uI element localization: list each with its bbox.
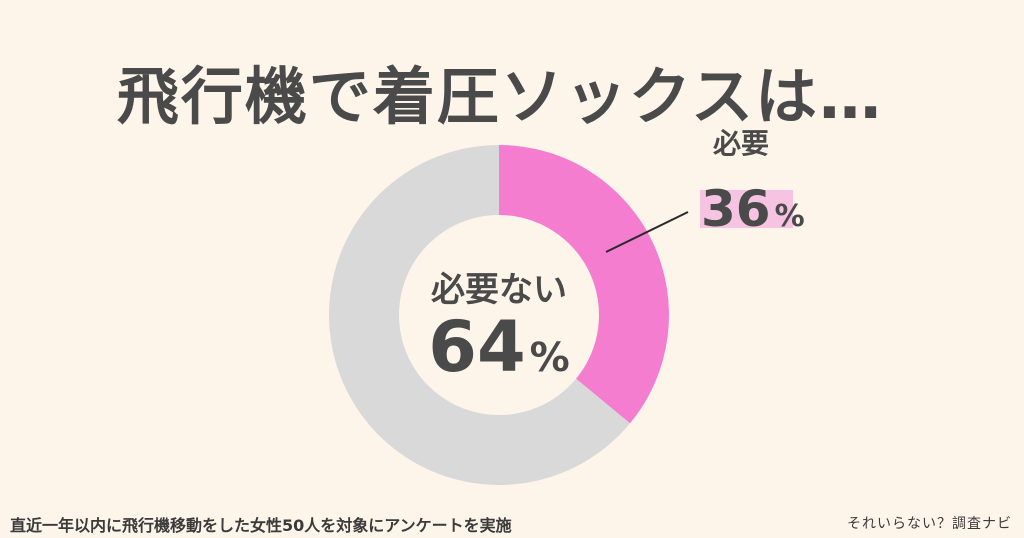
slice-label-unnecessary: 必要ない — [431, 270, 567, 310]
highlight-36 — [700, 190, 793, 228]
chart-title: 飛行機で着圧ソックスは… — [116, 60, 884, 133]
donut-slice-unnecessary — [329, 145, 630, 486]
donut-slice-necessary — [499, 145, 669, 424]
callout-line — [605, 211, 689, 253]
slice-label-necessary: 必要 — [713, 127, 769, 160]
slice-value-necessary: 36% — [701, 180, 805, 238]
donut-slices — [329, 145, 669, 486]
source-credit: それいらない？調査ナビ — [847, 516, 1012, 532]
survey-note: 直近一年以内に飛行機移動をした女性50人を対象にアンケートを実施 — [10, 516, 512, 535]
slice-value-unnecessary: 64% — [428, 306, 570, 388]
